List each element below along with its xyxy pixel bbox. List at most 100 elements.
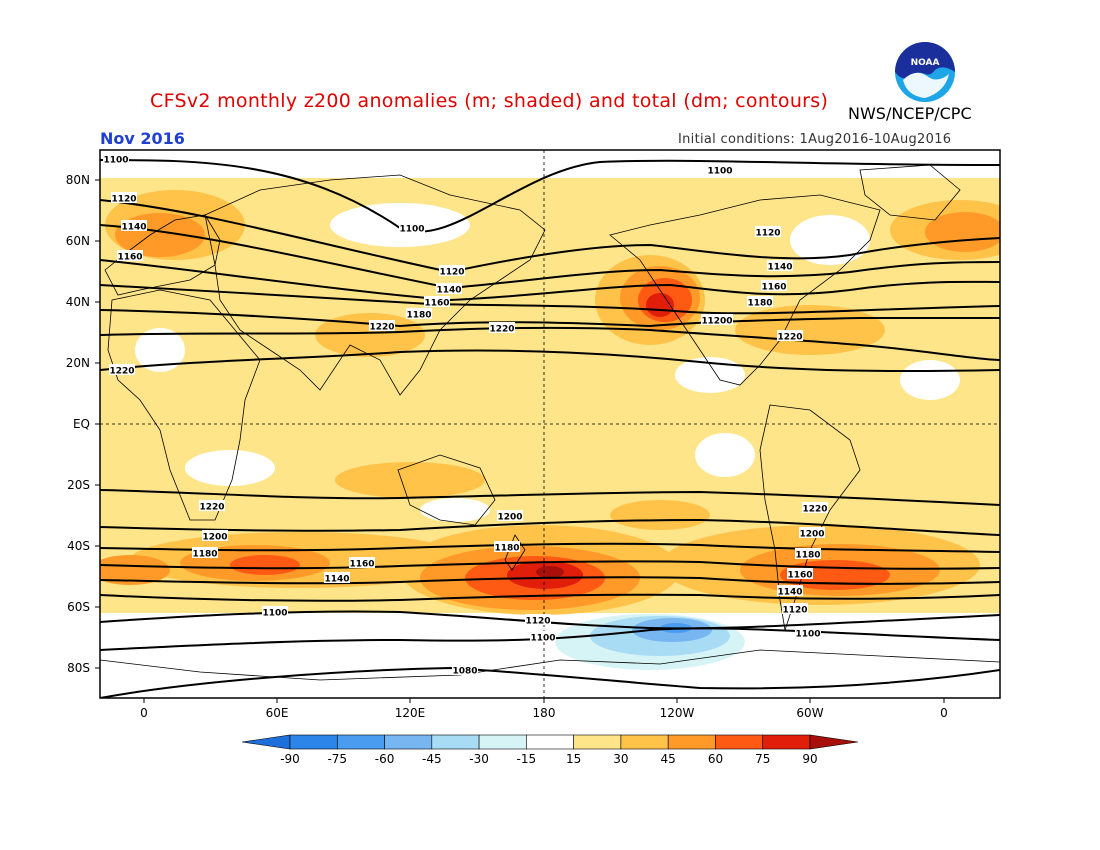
- colorbar-box: [715, 734, 764, 750]
- svg-text:1140: 1140: [436, 286, 461, 296]
- svg-text:1120: 1120: [525, 617, 550, 627]
- colorbar-tick-label: 30: [613, 752, 628, 766]
- contour-label: 1100: [399, 222, 425, 235]
- colorbar-arrow-low: [241, 734, 291, 750]
- contour-label: 1160: [761, 280, 787, 293]
- colorbar-box: [762, 734, 811, 750]
- lon-label: 0: [140, 706, 148, 720]
- contour-label: 1180: [795, 548, 821, 561]
- colorbar-tick-label: 15: [566, 752, 581, 766]
- lon-label: 120W: [659, 706, 695, 720]
- contour-label: 1140: [436, 283, 462, 296]
- svg-text:1160: 1160: [424, 299, 449, 309]
- noaa-logo: NOAA: [895, 42, 955, 102]
- colorbar: -90 -75 -60 -45 -30 -15 15 30 45 60 75 90: [241, 734, 859, 766]
- contour-label: 1160: [787, 568, 813, 581]
- colorbar-box: [384, 734, 433, 750]
- svg-text:1160: 1160: [787, 571, 812, 581]
- svg-text:1140: 1140: [121, 223, 146, 233]
- lat-label: 20N: [65, 356, 90, 370]
- svg-text:1160: 1160: [761, 283, 786, 293]
- colorbar-tick-label: -90: [280, 752, 300, 766]
- svg-text:1100: 1100: [795, 630, 820, 640]
- contour-label: 1080: [452, 664, 478, 677]
- svg-text:1220: 1220: [777, 333, 802, 343]
- colorbar-tick-label: 45: [661, 752, 676, 766]
- map-title: CFSv2 monthly z200 anomalies (m; shaded)…: [150, 90, 829, 112]
- contour-label: 1100: [103, 153, 129, 166]
- lat-label: 60S: [67, 600, 90, 614]
- contour-label: 1200: [202, 530, 228, 543]
- svg-text:1180: 1180: [192, 550, 217, 560]
- contour-label: 1200: [799, 527, 825, 540]
- contour-label: 1220: [369, 320, 395, 333]
- svg-text:1220: 1220: [109, 367, 134, 377]
- colorbar-box: [573, 734, 622, 750]
- contour-label: 1100: [707, 164, 733, 177]
- initial-conditions-label: Initial conditions: 1Aug2016-10Aug2016: [678, 132, 952, 147]
- contour-label: 1140: [324, 572, 350, 585]
- contour-label: 1180: [747, 296, 773, 309]
- lat-label: 20S: [67, 478, 90, 492]
- svg-text:1100: 1100: [103, 156, 128, 166]
- svg-text:1120: 1120: [782, 606, 807, 616]
- lon-label: 0: [940, 706, 948, 720]
- contour-label: 1140: [121, 220, 147, 233]
- colorbar-box: [526, 734, 574, 750]
- colorbar-tick-label: -75: [327, 752, 347, 766]
- svg-text:1180: 1180: [406, 311, 431, 321]
- svg-text:1100: 1100: [530, 634, 555, 644]
- svg-text:1180: 1180: [494, 544, 519, 554]
- colorbar-tick-label: 90: [802, 752, 817, 766]
- lat-label: 80N: [65, 173, 90, 187]
- contour-labels: 1100110011001120114011601120114011601180…: [103, 153, 828, 677]
- colorbar-tick-label: -15: [517, 752, 537, 766]
- svg-text:1220: 1220: [802, 505, 827, 515]
- svg-text:1140: 1140: [324, 575, 349, 585]
- contour-label: 1100: [262, 606, 288, 619]
- svg-text:NOAA: NOAA: [911, 58, 940, 68]
- colorbar-arrow-high: [809, 734, 859, 750]
- colorbar-tick-label: 60: [708, 752, 723, 766]
- colorbar-tick-label: -30: [469, 752, 489, 766]
- contour-label: 1120: [782, 603, 808, 616]
- colorbar-box: [478, 734, 527, 750]
- colorbar-box: [289, 734, 338, 750]
- contour-label: 1220: [199, 500, 225, 513]
- contour-label: 1100: [795, 627, 821, 640]
- height-contours: [100, 159, 1000, 698]
- svg-text:1080: 1080: [452, 667, 477, 677]
- svg-text:1180: 1180: [795, 551, 820, 561]
- contour-label: 1120: [439, 265, 465, 278]
- contour-label: 1160: [349, 557, 375, 570]
- lon-label: 120E: [394, 706, 426, 720]
- colorbar-box: [620, 734, 669, 750]
- agency-label: NWS/NCEP/CPC: [848, 104, 972, 123]
- forecast-month: Nov 2016: [100, 129, 185, 148]
- contour-label: 1220: [489, 322, 515, 335]
- colorbar-tick-label: 75: [755, 752, 770, 766]
- svg-text:1100: 1100: [399, 225, 424, 235]
- svg-text:1120: 1120: [755, 229, 780, 239]
- contour-label: 1160: [424, 296, 450, 309]
- lat-label: 40S: [67, 539, 90, 553]
- svg-text:1200: 1200: [202, 533, 227, 543]
- svg-text:1200: 1200: [497, 513, 522, 523]
- contour-label: 1120: [755, 226, 781, 239]
- colorbar-box: [431, 734, 480, 750]
- contour-label: 1180: [494, 541, 520, 554]
- colorbar-tick-label: -60: [375, 752, 395, 766]
- contour-label: 1180: [406, 308, 432, 321]
- lon-label: 60E: [265, 706, 289, 720]
- lat-label: 80S: [67, 661, 90, 675]
- lat-label: 60N: [65, 234, 90, 248]
- svg-text:1200: 1200: [799, 530, 824, 540]
- contour-label: 1180: [192, 547, 218, 560]
- svg-text:1220: 1220: [199, 503, 224, 513]
- contour-label: 1140: [777, 585, 803, 598]
- contour-label: 1220: [109, 364, 135, 377]
- colorbar-tick-label: -45: [422, 752, 442, 766]
- reference-lines: [100, 150, 1000, 698]
- contour-label: 1200: [707, 314, 733, 327]
- contour-label: 1120: [525, 614, 551, 627]
